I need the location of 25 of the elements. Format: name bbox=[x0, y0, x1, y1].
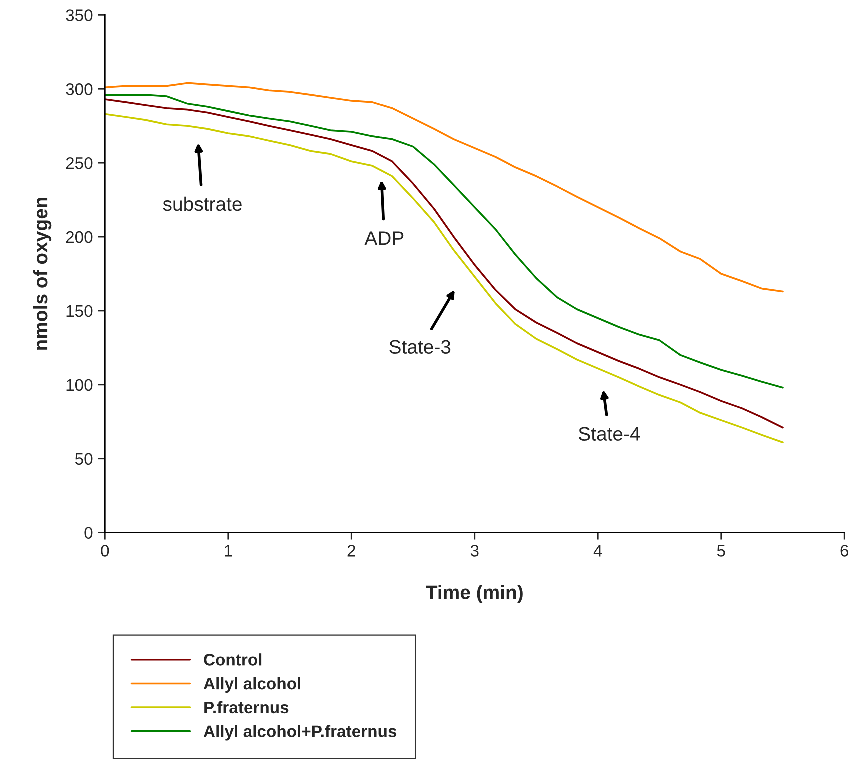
y-tick-label: 300 bbox=[66, 84, 93, 96]
legend-label: P.fraternus bbox=[204, 701, 289, 714]
annotation: State-3 bbox=[390, 340, 451, 354]
y-tick-label: 350 bbox=[66, 10, 93, 22]
legend-label: Allyl alcohol bbox=[204, 677, 300, 694]
x-tick-label: 1 bbox=[225, 545, 232, 557]
y-tick-label: 100 bbox=[66, 379, 93, 392]
y-axis-title: nmols of oxygen bbox=[33, 198, 52, 350]
x-tick-label: 0 bbox=[101, 545, 110, 557]
annotation: substrate bbox=[163, 196, 242, 212]
y-tick-label: 50 bbox=[75, 453, 93, 466]
y-tick-label: 250 bbox=[66, 157, 93, 170]
legend-label: Control bbox=[204, 654, 262, 666]
x-tick-label: 3 bbox=[470, 545, 479, 557]
line-series bbox=[105, 82, 784, 293]
x-axis-title: Time (min) bbox=[426, 585, 523, 604]
x-tick-label: 4 bbox=[594, 545, 602, 557]
legend-label: Allyl alcohol+P.fraternus bbox=[204, 725, 397, 741]
annotation: State-4 bbox=[579, 427, 640, 441]
y-tick-label: 150 bbox=[66, 305, 93, 318]
x-tick-label: 5 bbox=[717, 545, 726, 557]
y-tick-label: 0 bbox=[84, 527, 93, 540]
annotation: ADP bbox=[364, 232, 404, 246]
x-tick-label: 2 bbox=[348, 545, 356, 557]
y-tick-label: 200 bbox=[66, 231, 93, 244]
